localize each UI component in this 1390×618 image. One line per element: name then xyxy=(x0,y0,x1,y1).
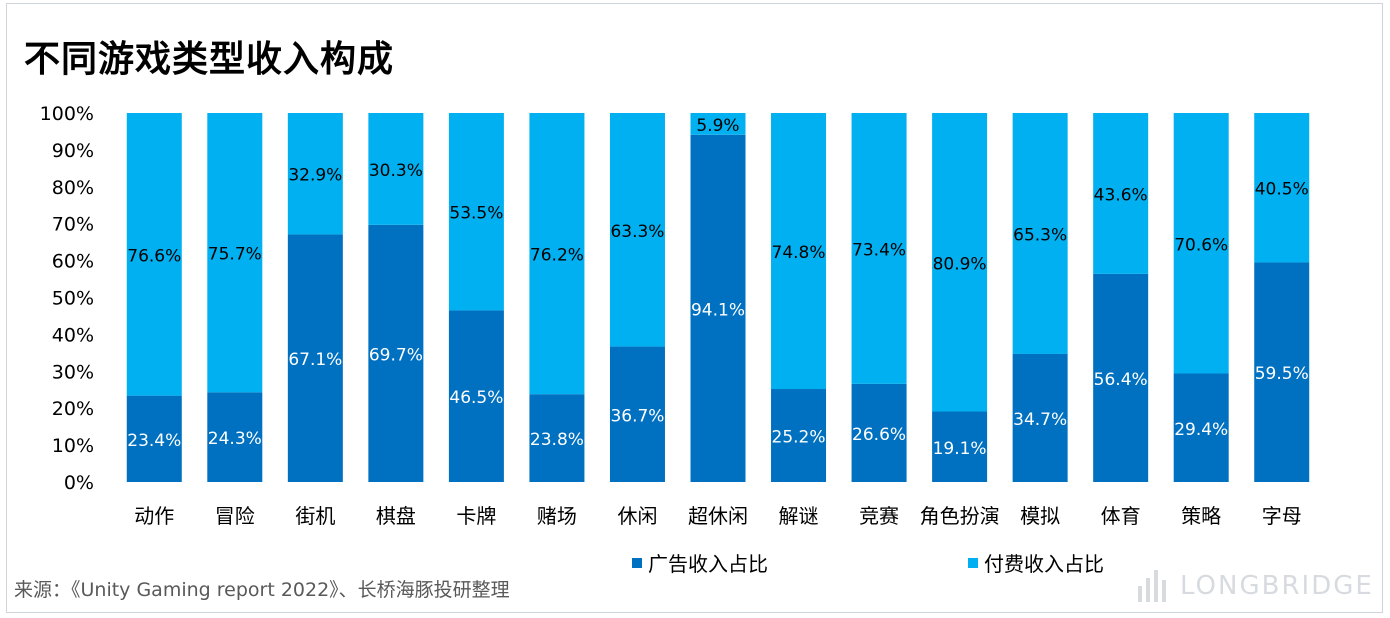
bar-segment-paid xyxy=(1173,113,1229,374)
bar-segment-ad xyxy=(287,234,343,482)
legend-swatch-ad xyxy=(632,557,642,568)
bar-segment-paid xyxy=(851,113,907,384)
y-tick-label: 60% xyxy=(52,251,94,273)
bar-segment-paid xyxy=(1012,113,1068,354)
x-category-label: 字母 xyxy=(1262,504,1302,528)
bar-segment-paid xyxy=(207,113,263,393)
bar-segment-ad xyxy=(771,389,827,482)
y-tick-label: 0% xyxy=(64,472,94,494)
data-label-ad: 23.8% xyxy=(530,430,584,450)
data-label-ad: 69.7% xyxy=(369,345,423,365)
data-label-paid: 30.3% xyxy=(369,161,423,181)
y-tick-label: 100% xyxy=(40,103,94,125)
data-label-ad: 94.1% xyxy=(691,300,745,320)
x-category-label: 卡牌 xyxy=(456,504,496,528)
legend-item-ad: 广告收入占比 xyxy=(632,548,768,577)
source-note: 来源：《Unity Gaming report 2022》、长桥海豚投研整理 xyxy=(14,579,510,601)
legend-item-paid: 付费收入占比 xyxy=(968,548,1104,577)
data-label-paid: 32.9% xyxy=(288,166,342,186)
y-tick-label: 80% xyxy=(52,177,94,199)
bar-segment-paid xyxy=(690,113,746,135)
bar-segment-ad xyxy=(448,310,504,482)
y-tick-label: 20% xyxy=(52,398,94,420)
longbridge-logo-icon xyxy=(1138,570,1166,602)
bar-segment-paid xyxy=(529,113,585,395)
x-category-label: 模拟 xyxy=(1020,504,1060,528)
data-label-ad: 36.7% xyxy=(610,406,664,426)
data-label-paid: 53.5% xyxy=(449,204,503,224)
y-tick-label: 50% xyxy=(52,288,94,310)
bar-segment-ad xyxy=(1093,273,1149,482)
bar-segment-ad xyxy=(690,134,746,482)
chart-title: 不同游戏类型收入构成 xyxy=(24,39,395,80)
y-tick-label: 90% xyxy=(52,140,94,162)
y-tick-label: 40% xyxy=(52,324,94,346)
x-category-label: 动作 xyxy=(134,504,174,528)
data-label-ad: 26.6% xyxy=(852,425,906,445)
data-label-ad: 24.3% xyxy=(208,429,262,449)
data-label-paid: 5.9% xyxy=(696,116,739,136)
data-label-paid: 63.3% xyxy=(610,222,664,242)
data-label-paid: 75.7% xyxy=(208,245,262,265)
bar-segment-ad xyxy=(932,411,988,482)
y-tick-label: 30% xyxy=(52,361,94,383)
bar-segment-ad xyxy=(207,392,263,482)
data-label-ad: 59.5% xyxy=(1255,364,1309,384)
bar-segment-paid xyxy=(609,113,665,347)
bar-segment-ad xyxy=(1254,262,1310,482)
bar-segment-paid xyxy=(771,113,827,390)
bar-segment-paid xyxy=(448,113,504,311)
bar-segment-ad xyxy=(126,395,182,482)
data-label-paid: 80.9% xyxy=(933,254,987,274)
bar-segment-ad xyxy=(609,346,665,482)
data-label-paid: 76.6% xyxy=(127,246,181,266)
data-label-paid: 76.2% xyxy=(530,246,584,266)
bar-segment-ad xyxy=(851,383,907,482)
bar-segment-ad xyxy=(1012,353,1068,482)
y-tick-label: 70% xyxy=(52,214,94,236)
legend-label-paid: 付费收入占比 xyxy=(984,552,1104,576)
x-category-label: 冒险 xyxy=(215,504,255,528)
x-category-label: 街机 xyxy=(295,504,335,528)
bar-segment-paid xyxy=(1254,113,1310,263)
data-label-paid: 73.4% xyxy=(852,240,906,260)
x-category-label: 竞赛 xyxy=(859,504,899,528)
x-category-label: 休闲 xyxy=(617,504,657,528)
data-label-paid: 40.5% xyxy=(1255,180,1309,200)
watermark-text: LONGBRIDGE xyxy=(1180,571,1374,601)
x-category-label: 棋盘 xyxy=(376,504,416,528)
data-label-ad: 23.4% xyxy=(127,431,181,451)
data-label-paid: 70.6% xyxy=(1174,235,1228,255)
bar-segment-ad xyxy=(529,394,585,482)
bar-segment-paid xyxy=(126,113,182,396)
data-label-paid: 43.6% xyxy=(1094,185,1148,205)
x-category-label: 解谜 xyxy=(779,504,819,528)
x-category-label: 赌场 xyxy=(537,504,577,528)
data-label-paid: 74.8% xyxy=(772,243,826,263)
x-category-label: 策略 xyxy=(1181,504,1221,528)
x-category-label: 体育 xyxy=(1101,504,1141,528)
chart-frame xyxy=(6,3,1383,613)
y-tick-label: 10% xyxy=(52,435,94,457)
bar-segment-paid xyxy=(932,113,988,412)
bar-segment-paid xyxy=(287,113,343,235)
legend-label-ad: 广告收入占比 xyxy=(648,552,768,576)
x-category-label: 角色扮演 xyxy=(920,504,1000,528)
x-category-label: 超休闲 xyxy=(688,504,748,528)
data-label-ad: 46.5% xyxy=(449,388,503,408)
data-label-paid: 65.3% xyxy=(1013,225,1067,245)
legend-swatch-paid xyxy=(968,557,978,568)
data-label-ad: 29.4% xyxy=(1174,420,1228,440)
bar-segment-ad xyxy=(368,224,424,482)
data-label-ad: 19.1% xyxy=(933,439,987,459)
data-label-ad: 56.4% xyxy=(1094,370,1148,390)
data-label-ad: 34.7% xyxy=(1013,410,1067,430)
data-label-ad: 25.2% xyxy=(772,428,826,448)
bar-segment-paid xyxy=(1093,113,1149,274)
data-label-ad: 67.1% xyxy=(288,350,342,370)
bar-segment-paid xyxy=(368,113,424,225)
bar-segment-ad xyxy=(1173,373,1229,482)
